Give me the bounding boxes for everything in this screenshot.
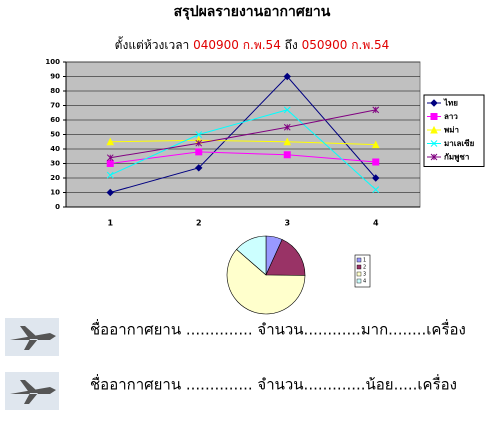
series-line (110, 151, 376, 164)
legend-swatch (356, 264, 362, 270)
marker (283, 137, 292, 146)
y-tick-label: 70 (50, 102, 60, 110)
marker (430, 113, 438, 120)
legend-label: มาเลเซีย (444, 138, 475, 148)
subtitle-part: ถึง (285, 38, 298, 52)
marker (195, 148, 203, 156)
y-tick-label: 40 (50, 145, 60, 153)
title: สรุปผลรายงานอากาศยาน (174, 4, 331, 20)
series-line (110, 139, 376, 146)
plane-image (5, 318, 59, 356)
marker (195, 164, 203, 172)
legend-swatch (356, 257, 362, 263)
marker (430, 125, 438, 134)
marker (372, 186, 380, 193)
marker (106, 137, 115, 146)
plane-image (5, 372, 59, 410)
marker (283, 151, 291, 159)
pie-slice (265, 239, 306, 276)
legend-label: กัมพูชา (444, 153, 469, 163)
legend-label: 2 (363, 265, 366, 271)
y-tick-label: 100 (45, 58, 60, 66)
legend-swatch (356, 271, 362, 277)
legend-label: 1 (363, 258, 366, 264)
marker (372, 174, 380, 182)
marker (106, 160, 114, 167)
marker (283, 123, 291, 131)
marker (283, 72, 291, 81)
subtitle-part: ตั้งแต่ห้วงเวลา (115, 36, 190, 52)
legend-label: ไทย (443, 98, 458, 108)
marker (430, 99, 438, 107)
y-tick-label: 50 (50, 131, 60, 139)
marker (283, 106, 291, 114)
pie-slice (226, 248, 306, 315)
x-tick-label: 4 (373, 219, 379, 228)
y-tick-label: 80 (50, 87, 60, 95)
legend-label: 3 (363, 272, 366, 278)
series-line (110, 109, 377, 190)
y-tick-label: 10 (50, 189, 60, 197)
marker (106, 171, 114, 179)
subtitle-part: 050900 ก.พ.54 (302, 38, 390, 52)
subtitle: ตั้งแต่ห้วงเวลา 040900 ก.พ.54 ถึง 050900… (115, 36, 390, 52)
y-tick-label: 30 (50, 160, 60, 168)
marker (430, 140, 438, 147)
marker (106, 188, 114, 197)
marker (195, 139, 203, 147)
y-tick-label: 0 (55, 203, 60, 211)
legend-label: พม่า (444, 126, 459, 135)
marker (106, 154, 114, 162)
y-tick-label: 90 (50, 73, 60, 81)
marker (195, 131, 203, 138)
marker (430, 153, 438, 161)
row-text: ชื่ออากาศยาน .............. จำนวน.......… (90, 374, 457, 394)
x-tick-label: 2 (196, 219, 202, 228)
marker (372, 106, 380, 114)
legend-swatch (356, 278, 362, 284)
legend-label: ลาว (444, 112, 458, 121)
series-line (110, 109, 376, 159)
x-tick-label: 3 (284, 219, 290, 228)
legend-label: 4 (363, 279, 366, 285)
subtitle-part: 040900 ก.พ.54 (193, 38, 281, 52)
y-tick-label: 20 (50, 174, 60, 182)
marker (372, 158, 380, 166)
pie-slice (236, 235, 267, 276)
marker (371, 140, 380, 149)
y-tick-label: 60 (50, 116, 60, 124)
x-tick-label: 1 (107, 219, 113, 228)
row-text: ชื่ออากาศยาน .............. จำนวน.......… (90, 319, 466, 339)
